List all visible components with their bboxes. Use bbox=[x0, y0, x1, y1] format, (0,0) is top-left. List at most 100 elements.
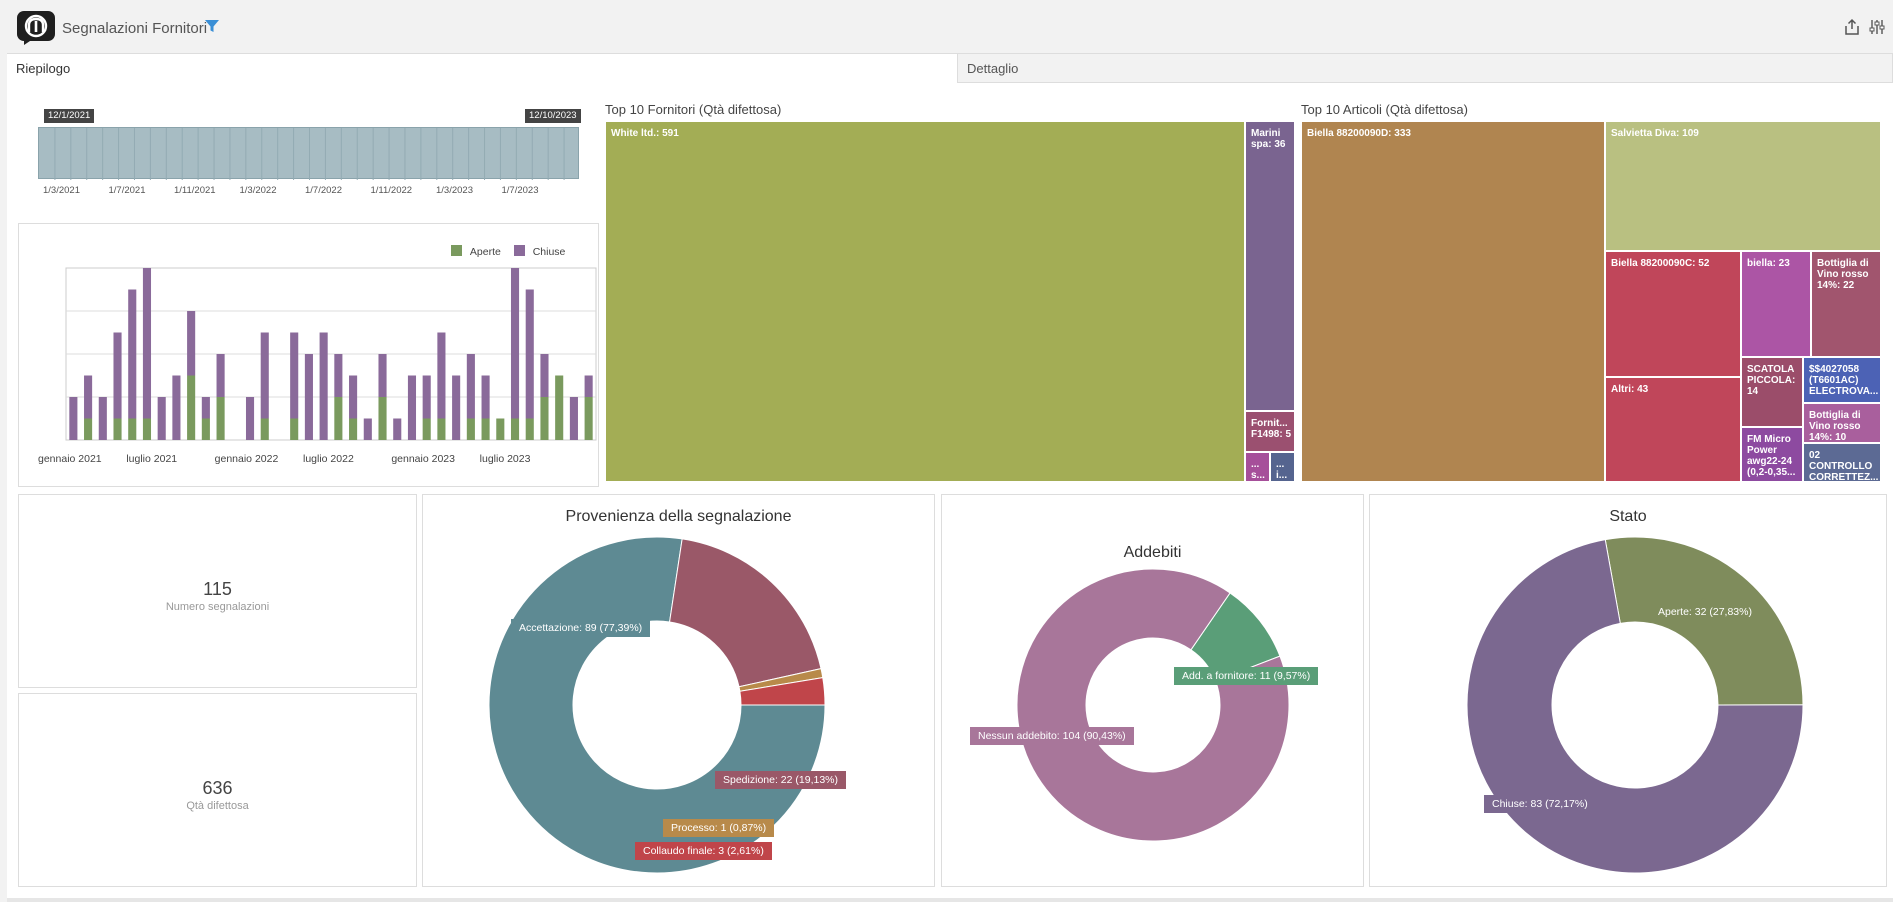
treemap-cell[interactable]: $$4027058 (T6601AC) ELECTROVA... bbox=[1803, 357, 1881, 403]
x-axis-label: gennaio 2021 bbox=[38, 453, 102, 465]
bar-aperte bbox=[555, 375, 564, 440]
treemap-cell-label: Marini spa: 36 bbox=[1251, 128, 1286, 150]
bar-chiuse bbox=[569, 397, 578, 440]
date-range-selector[interactable]: 12/1/2021 12/10/2023 1/3/2021 1/7/2021 1/1… bbox=[30, 97, 590, 196]
kpi-label: Qtà difettosa bbox=[186, 800, 249, 812]
bar-chiuse bbox=[363, 418, 372, 440]
treemap-cell[interactable]: ... i... bbox=[1270, 452, 1295, 482]
donut-chart bbox=[1016, 568, 1290, 842]
treemap-cell-label: biella: 23 bbox=[1747, 258, 1790, 269]
x-axis-label: gennaio 2022 bbox=[215, 453, 279, 465]
donut-slice[interactable] bbox=[739, 677, 826, 706]
treemap-cell[interactable]: 02 CONTROLLO CORRETTEZ... bbox=[1803, 443, 1881, 482]
treemap-cell[interactable]: Bottiglia di Vino rosso 14%: 22 bbox=[1811, 251, 1881, 357]
treemap-cell[interactable]: FM Micro Power awg22-24 (0,2-0,35... bbox=[1741, 427, 1803, 482]
tab-riepilogo[interactable]: Riepilogo bbox=[7, 53, 957, 83]
legend-label-chiuse: Chiuse bbox=[532, 246, 566, 258]
treemap-cell[interactable]: White ltd.: 591 bbox=[605, 121, 1245, 482]
bar-chiuse bbox=[584, 375, 593, 397]
donut-slice[interactable] bbox=[1016, 568, 1290, 842]
filter-icon[interactable] bbox=[204, 18, 220, 34]
donut-slice-label: Chiuse: 83 (72,17%) bbox=[1484, 795, 1596, 813]
pie-title: Stato bbox=[1609, 508, 1647, 525]
bar-chiuse bbox=[393, 418, 402, 440]
bar-aperte bbox=[422, 418, 431, 440]
export-icon[interactable] bbox=[1843, 18, 1861, 36]
donut-slice-label: Accettazione: 89 (77,39%) bbox=[511, 619, 651, 637]
bar-aperte bbox=[525, 418, 534, 440]
bar-chiuse bbox=[422, 375, 431, 419]
treemap-cell[interactable]: Biella 88200090C: 52 bbox=[1605, 251, 1741, 377]
treemap-cell[interactable]: Biella 88200090D: 333 bbox=[1301, 121, 1605, 482]
range-tick-label: 1/3/2021 bbox=[43, 185, 80, 196]
bar-aperte bbox=[216, 397, 225, 440]
pie-addebiti-panel: Addebiti Add. a fornitore: 11 (9,57%) Nes… bbox=[941, 494, 1364, 887]
donut-slice-label: Collaudo finale: 3 (2,61%) bbox=[635, 842, 772, 860]
treemap-cell[interactable]: Altri: 43 bbox=[1605, 377, 1741, 482]
title-bar: Segnalazioni Fornitori bbox=[0, 0, 1893, 52]
kpi-value: 115 bbox=[203, 579, 232, 599]
pie-provenienza-panel: Provenienza della segnalazione Accettazi… bbox=[422, 494, 935, 887]
bar-aperte bbox=[466, 418, 475, 440]
bar-aperte bbox=[349, 418, 358, 440]
treemap-cell[interactable]: biella: 23 bbox=[1741, 251, 1811, 357]
bar-chiuse bbox=[157, 397, 166, 440]
donut-slice[interactable] bbox=[1466, 539, 1804, 874]
range-track[interactable] bbox=[38, 127, 579, 180]
range-end-label: 12/10/2023 bbox=[525, 109, 581, 123]
monthly-bar-chart-panel: Aperte Chiuse gennaio 2021 luglio 2021 gen… bbox=[18, 223, 599, 487]
bar-chiuse bbox=[407, 375, 417, 440]
donut-slice-label: Spedizione: 22 (19,13%) bbox=[715, 771, 846, 789]
treemap-cell-label: Altri: 43 bbox=[1611, 384, 1649, 395]
range-tick-label: 1/3/2022 bbox=[239, 185, 277, 196]
bar-aperte bbox=[437, 418, 446, 440]
donut-slice[interactable] bbox=[669, 538, 822, 688]
bar-aperte bbox=[113, 418, 122, 440]
treemap-cell-label: Fornit... F1498: 5 bbox=[1251, 418, 1292, 440]
kpi-label: Numero segnalazioni bbox=[165, 601, 270, 613]
bottom-scrollbar[interactable] bbox=[7, 898, 1893, 902]
bar-chiuse bbox=[290, 332, 299, 419]
treemap-cell[interactable]: Fornit... F1498: 5 bbox=[1245, 411, 1295, 452]
x-axis-label: luglio 2023 bbox=[480, 453, 531, 465]
bar-chiuse bbox=[437, 332, 446, 419]
bar-aperte bbox=[128, 418, 137, 440]
bar-chiuse bbox=[98, 397, 107, 440]
range-tick-label: 1/7/2023 bbox=[501, 185, 539, 196]
bar-aperte bbox=[334, 397, 343, 440]
donut-slice-label: Nessun addebito: 104 (90,43%) bbox=[970, 727, 1134, 745]
bar-chiuse bbox=[510, 268, 520, 419]
bar-aperte bbox=[584, 397, 593, 440]
range-tick-label: 1/7/2021 bbox=[108, 185, 146, 196]
treemap-cell-label: ... s... bbox=[1251, 459, 1265, 481]
bar-chiuse bbox=[172, 375, 181, 440]
treemap-cell[interactable]: Salvietta Diva: 109 bbox=[1605, 121, 1881, 251]
sliders-icon[interactable] bbox=[1868, 18, 1886, 36]
treemap-cell[interactable]: ... s... bbox=[1245, 452, 1270, 482]
bar-chiuse bbox=[69, 397, 78, 440]
pie-stato-panel: Stato Aperte: 32 (27,83%) Chiuse: 83 (72,… bbox=[1369, 494, 1887, 887]
treemap-cell[interactable]: SCATOLA PICCOLA: 14 bbox=[1741, 357, 1803, 427]
range-tick-label: 1/3/2023 bbox=[436, 185, 473, 196]
tab-dettaglio[interactable]: Dettaglio bbox=[957, 53, 1893, 83]
legend-label-aperte: Aperte bbox=[469, 246, 501, 258]
range-tick-label: 1/7/2022 bbox=[305, 185, 342, 196]
treemap-cell-label: Biella 88200090C: 52 bbox=[1611, 258, 1710, 269]
range-axis: 1/3/2021 1/7/2021 1/11/2021 1/3/2022 1/7/202… bbox=[38, 185, 579, 199]
donut-slice-label: Processo: 1 (0,87%) bbox=[663, 819, 775, 837]
range-tick-label: 1/11/2021 bbox=[174, 185, 216, 196]
treemap-cell[interactable]: Marini spa: 36 bbox=[1245, 121, 1295, 411]
treemap-articoli-title: Top 10 Articoli (Qtà difettosa) bbox=[1301, 102, 1468, 117]
kpi-value: 636 bbox=[202, 778, 233, 798]
bar-aperte bbox=[290, 418, 299, 440]
treemap-cell[interactable]: Bottiglia di Vino rosso 14%: 10 bbox=[1803, 403, 1881, 443]
range-start-label: 12/1/2021 bbox=[44, 109, 95, 123]
bar-chiuse bbox=[142, 268, 152, 419]
bar-chiuse bbox=[304, 354, 313, 440]
dashboard-content: 12/1/2021 12/10/2023 1/3/2021 1/7/2021 1/1… bbox=[7, 83, 1893, 902]
stacked-bar-chart: gennaio 2021 luglio 2021 gennaio 2022 lugli… bbox=[38, 267, 597, 465]
bar-aperte bbox=[201, 418, 210, 440]
kpi-numero-segnalazioni: 115 Numero segnalazioni bbox=[18, 494, 417, 688]
bar-aperte bbox=[496, 418, 505, 440]
bar-chiuse bbox=[466, 354, 475, 419]
